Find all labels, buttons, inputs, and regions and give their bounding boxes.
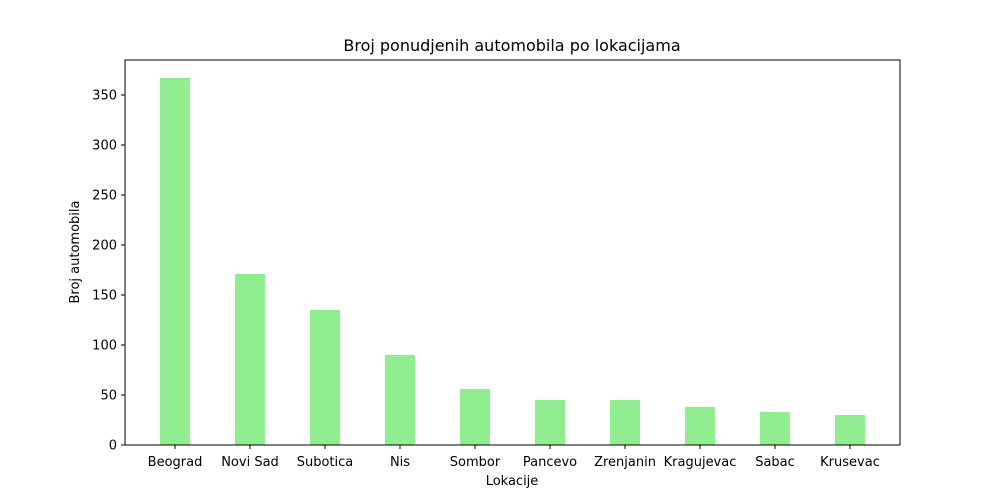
bars-group <box>160 78 865 445</box>
y-tick-label: 300 <box>92 139 117 154</box>
bar-nis <box>385 355 415 445</box>
x-tick-label: Nis <box>390 455 410 470</box>
y-tick-label: 50 <box>100 389 117 404</box>
bar-pancevo <box>535 400 565 445</box>
x-tick-label: Zrenjanin <box>594 455 656 470</box>
y-tick-label: 150 <box>92 289 117 304</box>
x-tick-label: Krusevac <box>820 455 880 470</box>
y-tick-label: 250 <box>92 189 117 204</box>
x-tick-label: Subotica <box>297 455 354 470</box>
x-tick-label: Sombor <box>450 455 501 470</box>
bar-novi-sad <box>235 274 265 445</box>
y-tick-label: 200 <box>92 239 117 254</box>
bar-sabac <box>760 412 790 445</box>
x-tick-label: Beograd <box>148 455 203 470</box>
y-axis: 0 50 100 150 200 250 300 350 <box>92 89 125 454</box>
bar-krusevac <box>835 415 865 445</box>
x-tick-label: Sabac <box>755 455 795 470</box>
y-tick-label: 100 <box>92 339 117 354</box>
bar-beograd <box>160 78 190 445</box>
y-tick-label: 350 <box>92 89 117 104</box>
y-tick-label: 0 <box>109 439 117 454</box>
bar-zrenjanin <box>610 400 640 445</box>
chart-title: Broj ponudjenih automobila po lokacijama <box>343 36 680 55</box>
y-axis-label: Broj automobila <box>68 201 83 304</box>
x-axis: Beograd Novi Sad Subotica Nis Sombor Pancevo Z… <box>148 445 880 470</box>
x-tick-label: Novi Sad <box>221 455 279 470</box>
x-tick-label: Kragujevac <box>664 455 737 470</box>
bar-sombor <box>460 389 490 445</box>
x-tick-label: Pancevo <box>523 455 577 470</box>
bar-subotica <box>310 310 340 445</box>
plot-frame <box>124 59 901 446</box>
x-axis-label: Lokacije <box>486 474 539 489</box>
bar-kragujevac <box>685 407 715 445</box>
